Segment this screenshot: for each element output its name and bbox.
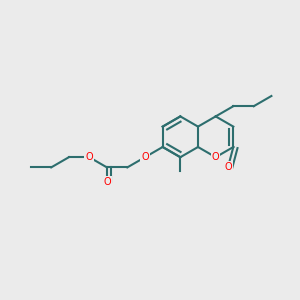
Text: O: O	[141, 152, 149, 162]
Text: O: O	[224, 162, 232, 172]
Text: O: O	[103, 177, 111, 187]
Text: O: O	[212, 152, 220, 162]
Text: O: O	[85, 152, 93, 162]
